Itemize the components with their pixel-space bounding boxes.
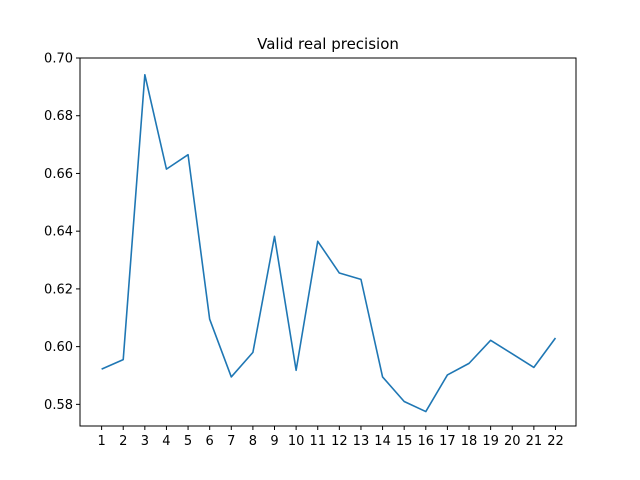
x-tick-label: 16 <box>418 434 435 449</box>
y-tick-label: 0.64 <box>44 225 73 240</box>
x-tick-label: 15 <box>396 434 413 449</box>
x-tick-label: 5 <box>184 434 192 449</box>
y-tick-label: 0.66 <box>44 167 73 182</box>
series-line <box>101 73 557 413</box>
x-axis: 1 2 3 4 5 6 7 8 9 10 11 12 13 14 15 16 17 18 19 20 21 22 <box>97 426 564 449</box>
x-tick-label: 9 <box>270 434 278 449</box>
x-tick-label: 21 <box>526 434 543 449</box>
x-tick-label: 14 <box>374 434 391 449</box>
x-tick-label: 12 <box>331 434 348 449</box>
x-tick-label: 11 <box>309 434 326 449</box>
y-tick-label: 0.62 <box>44 282 73 297</box>
x-tick-label: 19 <box>482 434 499 449</box>
x-tick-label: 6 <box>206 434 214 449</box>
x-tick-label: 2 <box>119 434 127 449</box>
x-tick-label: 13 <box>353 434 370 449</box>
x-tick-label: 17 <box>439 434 456 449</box>
y-tick-label: 0.68 <box>44 109 73 124</box>
y-tick-label: 0.58 <box>44 398 73 413</box>
axes-frame <box>79 57 577 427</box>
x-tick-label: 18 <box>461 434 478 449</box>
x-tick-label: 4 <box>162 434 170 449</box>
x-tick-label: 22 <box>547 434 564 449</box>
y-tick-label: 0.70 <box>44 52 73 67</box>
y-axis: 0.58 0.60 0.62 0.64 0.66 0.68 0.70 <box>44 52 80 413</box>
x-tick-label: 3 <box>141 434 149 449</box>
x-tick-label: 20 <box>504 434 521 449</box>
plot-area: 1 2 3 4 5 6 7 8 9 10 11 12 13 14 15 16 17 18 19 20 21 22 0.58… <box>44 52 577 449</box>
x-tick-label: 8 <box>249 434 257 449</box>
x-tick-label: 10 <box>288 434 305 449</box>
x-tick-label: 1 <box>97 434 105 449</box>
y-tick-label: 0.60 <box>44 340 73 355</box>
chart-title: Valid real precision <box>257 35 399 53</box>
x-tick-label: 7 <box>227 434 235 449</box>
